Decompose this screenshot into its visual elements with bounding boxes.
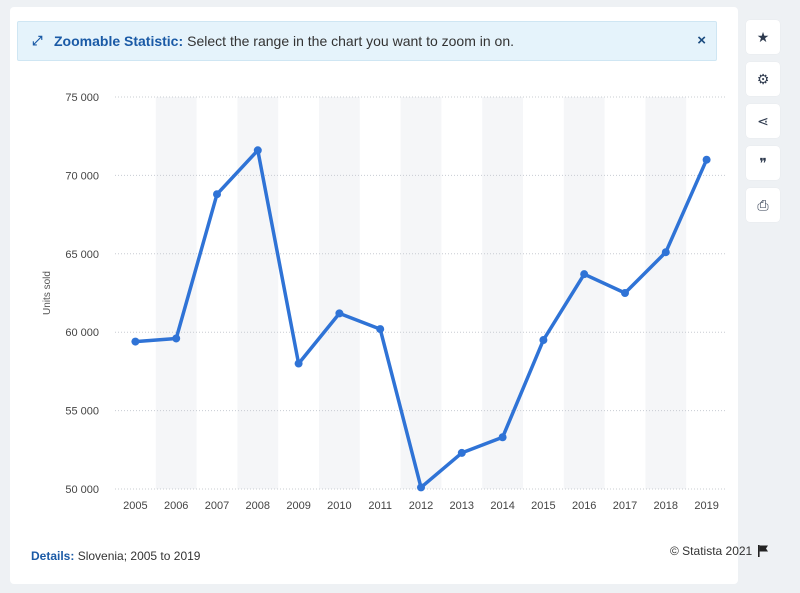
data-point-2017[interactable]	[621, 289, 629, 297]
data-point-2016[interactable]	[580, 270, 589, 279]
y-axis-label: Units sold	[42, 271, 53, 315]
details-note: Details: Slovenia; 2005 to 2019	[31, 549, 200, 563]
x-tick-label: 2012	[409, 500, 433, 512]
y-tick-label: 55 000	[65, 406, 99, 418]
data-point-2018[interactable]	[661, 248, 670, 257]
band-2016	[563, 97, 605, 489]
data-point-2009[interactable]	[294, 359, 303, 368]
x-tick-label: 2008	[246, 500, 270, 512]
data-point-2005[interactable]	[131, 337, 140, 346]
x-tick-label: 2019	[694, 500, 718, 512]
data-point-2014[interactable]	[498, 433, 507, 442]
series-points	[131, 146, 711, 492]
data-point-2019[interactable]	[702, 155, 711, 164]
statista-credit[interactable]: © Statista 2021	[670, 544, 769, 558]
settings-button[interactable]: ⚙	[746, 62, 780, 96]
x-axis-ticks: 2005 2006 2007 2008 2009 2010 2011 2012 2013 2014…	[123, 500, 719, 512]
x-tick-label: 2006	[164, 500, 188, 512]
x-tick-label: 2017	[613, 500, 637, 512]
band-2014	[482, 97, 523, 489]
zoom-banner: ⤢ Zoomable Statistic: Select the range i…	[17, 21, 717, 61]
banner-text: Select the range in the chart you want t…	[187, 33, 515, 49]
data-point-2011[interactable]	[376, 325, 385, 334]
share-button[interactable]: ⋖	[746, 104, 780, 138]
data-point-2007[interactable]	[213, 190, 221, 199]
y-tick-label: 75 000	[65, 92, 99, 104]
x-tick-label: 2005	[123, 500, 147, 512]
chart-card	[10, 7, 738, 584]
banner-title: Zoomable Statistic:	[54, 33, 184, 49]
x-tick-label: 2015	[531, 500, 555, 512]
star-icon: ★	[756, 28, 770, 45]
x-tick-label: 2013	[450, 500, 474, 512]
gear-icon: ⚙	[756, 70, 770, 87]
data-point-2010[interactable]	[335, 309, 344, 318]
print-icon: ⎙	[757, 196, 769, 213]
x-tick-label: 2011	[368, 500, 392, 512]
x-tick-label: 2010	[327, 500, 351, 512]
band-2010	[319, 97, 360, 489]
data-point-2006[interactable]	[172, 334, 181, 343]
y-tick-label: 65 000	[65, 249, 99, 261]
quote-icon: ❞	[759, 154, 767, 171]
band-2018	[645, 97, 687, 489]
close-icon[interactable]: ×	[697, 32, 706, 49]
favorite-button[interactable]: ★	[746, 20, 780, 54]
data-point-2013[interactable]	[457, 448, 466, 457]
details-text: Slovenia; 2005 to 2019	[77, 549, 201, 563]
x-tick-label: 2014	[490, 500, 514, 512]
y-tick-label: 50 000	[65, 484, 99, 496]
y-axis-ticks: 50 000 55 000 60 000 65 000 70 000 75 000	[65, 92, 99, 496]
print-button[interactable]: ⎙	[746, 188, 780, 222]
x-tick-label: 2016	[572, 500, 596, 512]
alternating-bands	[155, 97, 687, 489]
x-tick-label: 2007	[205, 500, 229, 512]
data-point-2015[interactable]	[539, 336, 548, 345]
y-tick-label: 70 000	[65, 170, 99, 182]
x-tick-label: 2009	[286, 500, 310, 512]
data-point-2012[interactable]	[417, 483, 425, 492]
band-2012	[400, 97, 442, 489]
flag-icon	[758, 545, 769, 557]
band-2008	[237, 97, 279, 489]
cite-button[interactable]: ❞	[746, 146, 780, 180]
x-tick-label: 2018	[654, 500, 678, 512]
data-point-2008[interactable]	[253, 146, 262, 155]
y-tick-label: 60 000	[65, 327, 99, 339]
credit-text: © Statista 2021	[670, 544, 753, 558]
expand-icon: ⤢	[32, 33, 43, 48]
share-icon: ⋖	[757, 112, 769, 129]
details-label: Details:	[31, 549, 75, 563]
